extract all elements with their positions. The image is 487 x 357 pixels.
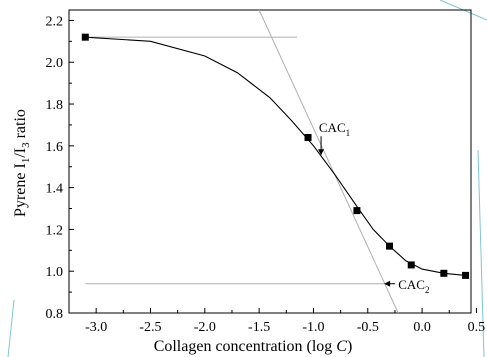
cac2-label-sub: 2 — [425, 285, 430, 295]
plot-frame — [68, 9, 472, 314]
y-tick-label-1: 1.0 — [46, 265, 64, 280]
x-axis-label-var: C — [336, 338, 347, 355]
cac1-label: CAC1 — [319, 120, 350, 138]
y-tick-label-5: 1.8 — [46, 98, 64, 113]
tangent-line — [258, 9, 399, 314]
cac1-label-sub: 1 — [346, 128, 351, 138]
y-axis-label-part-2: /I — [12, 148, 29, 158]
cac2-label: CAC2 — [398, 277, 429, 295]
x-tick-label-0: -3.0 — [85, 320, 107, 335]
data-point-3 — [353, 207, 361, 215]
data-point-7 — [462, 271, 470, 279]
x-tick-label-4: -1.0 — [302, 320, 324, 335]
y-tick-label-0: 0.8 — [46, 307, 64, 322]
y-axis-label-sub-3: 3 — [20, 142, 32, 148]
y-tick-label-7: 2.2 — [46, 14, 64, 29]
x-tick-label-3: -1.5 — [248, 320, 270, 335]
data-point-2 — [304, 133, 312, 141]
fit-curve — [85, 36, 466, 276]
data-points — [81, 33, 470, 279]
x-tick-label-6: 0.0 — [413, 320, 431, 335]
x-tick-label-7: 0.5 — [468, 320, 486, 335]
data-point-1 — [81, 33, 89, 41]
y-axis-label: Pyrene I1/I3 ratio — [12, 109, 32, 217]
y-axis-label-sub-1: 1 — [20, 158, 32, 164]
x-axis-label: Collagen concentration (log C) — [154, 338, 353, 355]
cac2-label-main: CAC — [398, 277, 425, 292]
x-axis-label-close: ) — [347, 338, 352, 355]
y-axis-label-part-3: ratio — [12, 109, 29, 142]
data-point-4 — [386, 242, 394, 250]
y-tick-label-3: 1.4 — [46, 182, 64, 197]
frame-accent-left — [7, 299, 15, 357]
cac1-arrow-head — [318, 149, 325, 156]
cac2-arrow-head — [384, 280, 391, 287]
guide-lines — [85, 9, 399, 314]
y-tick-label-2: 1.2 — [46, 223, 64, 238]
y-axis-label-part-1: Pyrene I — [12, 163, 29, 217]
x-axis-label-text: Collagen concentration (log — [154, 338, 337, 355]
y-tick-label-4: 1.6 — [46, 140, 64, 155]
data-point-6 — [440, 269, 448, 277]
x-tick-label-2: -2.0 — [194, 320, 216, 335]
cac1-label-main: CAC — [319, 120, 346, 135]
fit-curve-layer — [85, 36, 466, 276]
frame-accent-right — [477, 149, 485, 357]
data-point-5 — [407, 261, 415, 269]
x-tick-label-1: -2.5 — [139, 320, 161, 335]
y-tick-label-6: 2.0 — [46, 56, 64, 71]
x-tick-label-5: -0.5 — [357, 320, 379, 335]
axis-ticks: -3.0 -2.5 -2.0 -1.5 -1.0 -0.5 0.0 0.5 0.8 1.0 1.2 1… — [46, 14, 486, 335]
